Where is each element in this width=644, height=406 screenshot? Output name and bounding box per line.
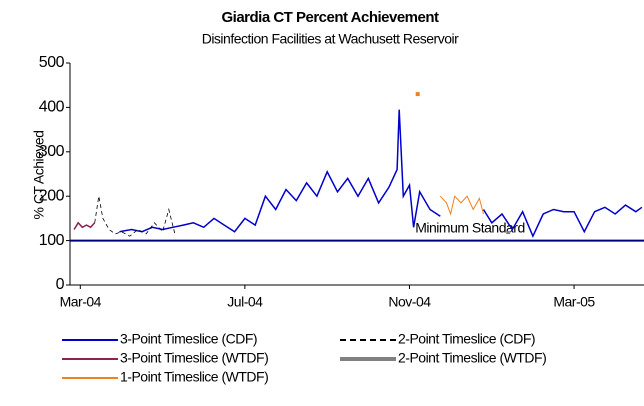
legend-label: 2-Point Timeslice (CDF) xyxy=(398,331,535,347)
x-tick-label: Jul-04 xyxy=(227,294,263,310)
series-line xyxy=(119,109,643,239)
legend-label: 1-Point Timeslice (WTDF) xyxy=(120,369,268,385)
series-line xyxy=(439,195,484,216)
y-tick-label: 300 xyxy=(39,143,65,160)
series-line xyxy=(73,221,96,230)
x-tick-label: Mar-05 xyxy=(553,294,595,310)
legend-label: 3-Point Timeslice (CDF) xyxy=(120,331,257,347)
x-tick-label: Mar-04 xyxy=(60,294,102,310)
y-tick-label: 400 xyxy=(39,99,65,116)
legend-label: 2-Point Timeslice (WTDF) xyxy=(398,350,546,366)
y-tick-label: 100 xyxy=(39,232,65,249)
series-line xyxy=(94,196,176,237)
chart-title: Giardia CT Percent Achievement xyxy=(221,9,439,26)
legend-label: 3-Point Timeslice (WTDF) xyxy=(120,350,268,366)
chart-subtitle: Disinfection Facilities at Wachusett Res… xyxy=(202,31,459,47)
x-tick-label: Nov-04 xyxy=(388,294,431,310)
y-tick-label: 0 xyxy=(56,276,65,293)
y-tick-label: 200 xyxy=(39,187,65,204)
y-axis-label: % CT Achieved xyxy=(31,131,47,220)
marker xyxy=(415,92,420,97)
reference-label: Minimum Standard xyxy=(415,219,525,235)
y-tick-label: 500 xyxy=(39,54,65,71)
